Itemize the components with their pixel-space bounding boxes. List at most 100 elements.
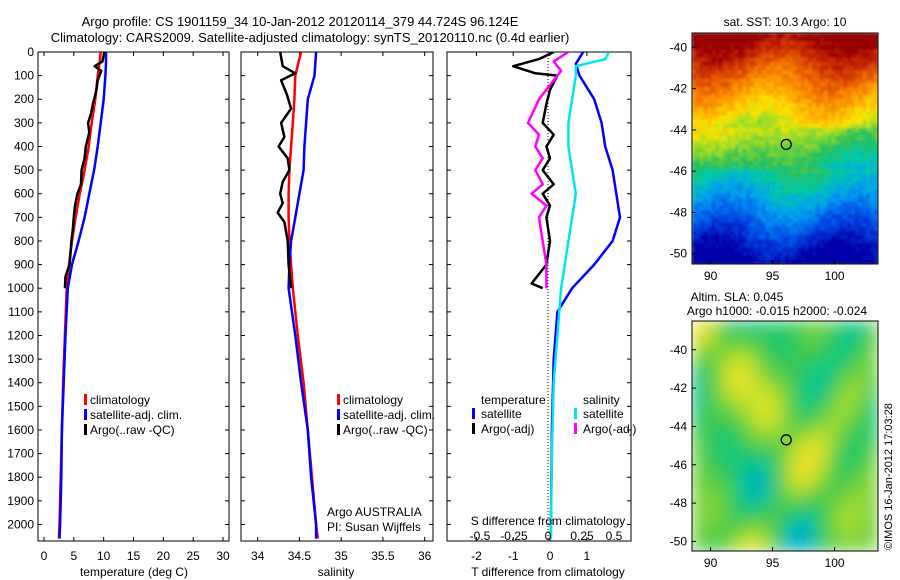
sst-cell — [703, 57, 709, 63]
sla-cell — [808, 468, 817, 478]
sst-cell — [850, 57, 856, 63]
sst-cell — [800, 86, 805, 92]
sst-cell — [858, 90, 864, 96]
sla-cell — [816, 444, 825, 454]
depth-tick-label: 1000 — [7, 281, 34, 295]
sst-cell — [734, 57, 740, 63]
sst-cell — [734, 210, 740, 216]
sst-cell — [827, 53, 833, 59]
sst-cell — [730, 41, 736, 46]
sst-cell — [816, 235, 821, 240]
sst-cell — [792, 66, 798, 71]
sst-cell — [765, 115, 771, 121]
sst-cell — [703, 177, 709, 183]
sst-cell — [808, 41, 813, 46]
sst-cell — [711, 189, 716, 195]
sst-cell — [812, 239, 817, 244]
sst-cell — [711, 210, 716, 216]
sst-cell — [781, 148, 786, 154]
sst-cell — [765, 226, 771, 232]
sst-cell — [773, 136, 778, 141]
sst-cell — [773, 111, 778, 117]
sst-cell — [757, 123, 763, 129]
sst-cell — [742, 193, 747, 199]
sla-cell — [847, 436, 856, 445]
sst-cell — [785, 259, 790, 264]
sst-cell — [699, 169, 705, 174]
sst-cell — [870, 165, 875, 170]
sla-cell — [823, 321, 833, 330]
sst-cell — [765, 86, 771, 92]
sst-cell — [730, 127, 736, 133]
sla-cell — [754, 329, 763, 339]
sla-cell — [808, 419, 817, 429]
sst-cell — [839, 136, 844, 141]
sst-cell — [750, 103, 755, 108]
sst-cell — [850, 214, 856, 220]
sst-cell — [746, 189, 751, 195]
sst-cell — [715, 239, 720, 244]
sst-cell — [773, 222, 778, 228]
sst-cell — [804, 169, 809, 174]
sst-cell — [866, 140, 871, 145]
sst-cell — [711, 74, 716, 79]
sst-cell — [707, 61, 712, 67]
sst-cell — [816, 247, 821, 253]
sst-cell — [769, 152, 774, 158]
sla-cell — [777, 411, 786, 421]
sla-cell — [692, 386, 701, 396]
sla-cell — [862, 509, 871, 519]
sla-cell — [808, 444, 817, 454]
sst-cell — [827, 136, 833, 141]
depth-tick-label: 1100 — [8, 305, 34, 319]
sla-cell — [847, 362, 856, 371]
sst-cell — [715, 156, 720, 162]
sst-cell — [719, 70, 724, 75]
sst-cell — [827, 57, 833, 63]
sst-cell — [769, 247, 774, 253]
sla-cell — [707, 518, 716, 527]
sst-cell — [773, 140, 778, 145]
sla-cell — [738, 468, 747, 478]
sla-cell — [870, 444, 878, 454]
sst-cell — [839, 90, 844, 96]
sla-cell — [854, 485, 864, 495]
sla-cell — [715, 353, 724, 363]
sst-cell — [854, 115, 860, 121]
sst-cell — [870, 235, 875, 240]
sst-cell — [773, 251, 778, 257]
sst-cell — [746, 33, 751, 38]
sst-cell — [723, 226, 728, 232]
sst-cell — [870, 94, 875, 100]
sla-cell — [777, 452, 786, 462]
sst-cell — [723, 37, 728, 42]
sst-cell — [773, 82, 778, 88]
sst-cell — [847, 66, 852, 71]
sst-cell — [734, 226, 740, 232]
sst-cell — [746, 218, 751, 224]
sst-cell — [874, 214, 878, 220]
sst-cell — [769, 239, 774, 244]
sst-cell — [761, 119, 767, 125]
sst-cell — [792, 251, 798, 257]
sla-cell — [707, 329, 716, 339]
sst-cell — [723, 41, 728, 46]
sla-cell — [808, 362, 817, 371]
sst-cell — [699, 66, 705, 71]
sst-cell — [874, 53, 878, 59]
sla-cell — [862, 353, 871, 363]
sst-cell — [866, 160, 871, 166]
sst-cell — [742, 185, 747, 191]
sst-cell — [823, 255, 829, 261]
sst-cell — [699, 222, 705, 228]
difference-lines — [511, 52, 622, 539]
sla-cell — [854, 452, 864, 462]
sst-cell — [874, 107, 878, 112]
depth-tick-label: 700 — [14, 210, 34, 224]
sst-cell — [761, 255, 767, 261]
sst-cell — [812, 86, 817, 92]
sla-cell — [792, 427, 802, 437]
legend-swatch-climatology — [84, 394, 87, 405]
sst-cell — [835, 156, 840, 162]
sla-cell — [754, 518, 763, 527]
